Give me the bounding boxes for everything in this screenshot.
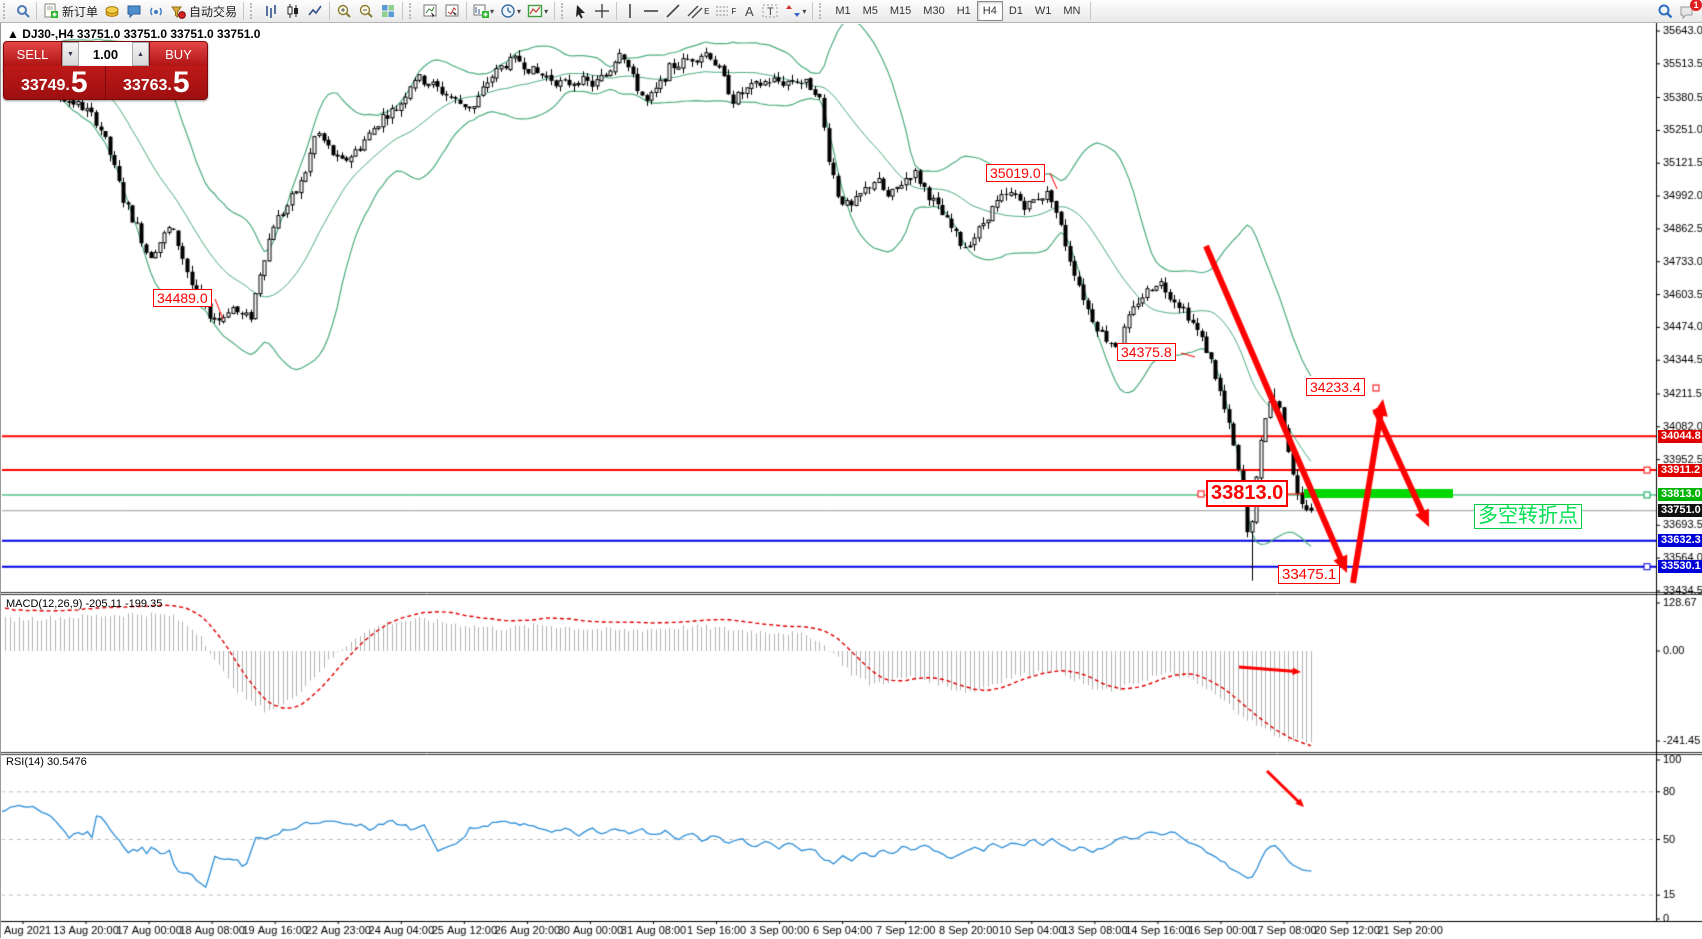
timeframe-button-MN[interactable]: MN	[1063, 5, 1081, 17]
price-chart-canvas[interactable]	[1, 23, 1702, 939]
chart-window-icon[interactable]	[13, 1, 33, 21]
community-icon[interactable]	[123, 1, 145, 21]
new-order-button[interactable]: 新订单	[40, 1, 101, 21]
volume-decrease-button[interactable]: ▼	[62, 42, 79, 66]
timeframe-button-W1[interactable]: W1	[1034, 5, 1052, 17]
crosshair-tool-button[interactable]	[591, 1, 613, 21]
vertical-line-tool[interactable]	[620, 1, 640, 21]
timeframe-button-M30[interactable]: M30	[923, 5, 945, 17]
chart-window: ▲ DJ30-,H4 33751.0 33751.0 33751.0 33751…	[0, 22, 1702, 939]
main-toolbar: 新订单 自动交易 ▾ ▾	[0, 0, 1702, 23]
zoom-in-button[interactable]	[333, 1, 355, 21]
indicators-dropdown[interactable]: ▾	[544, 6, 549, 16]
new-chart-dropdown[interactable]: ▾	[490, 6, 495, 16]
sell-price-main: 33749.	[20, 77, 70, 94]
period-button[interactable]: ▾	[497, 1, 524, 21]
tile-windows-button[interactable]	[377, 1, 399, 21]
timeframe-button-M1[interactable]: M1	[835, 5, 851, 17]
price-label-34375[interactable]: 34375.8	[1117, 343, 1176, 362]
strategy-tester-button[interactable]	[441, 1, 463, 21]
bar-chart-button[interactable]	[260, 1, 282, 21]
symbol-ohlc-text: DJ30-,H4 33751.0 33751.0 33751.0 33751.0	[22, 27, 261, 41]
search-icon[interactable]	[1654, 1, 1676, 21]
price-label-33813[interactable]: 33813.0	[1206, 480, 1289, 507]
volume-input[interactable]	[79, 42, 132, 66]
notification-count-badge: 1	[1690, 0, 1702, 11]
volume-spinner: ▼ ▲	[62, 42, 149, 66]
cursor-tool-button[interactable]	[571, 1, 591, 21]
buy-button[interactable]: BUY	[149, 42, 207, 66]
hline-price-badge: 34044.8	[1658, 429, 1702, 443]
sell-button[interactable]: SELL	[4, 42, 62, 66]
indicators-button[interactable]: ▾	[524, 1, 551, 21]
autotrading-label: 自动交易	[189, 4, 238, 19]
data-window-button[interactable]	[419, 1, 441, 21]
price-label-35019[interactable]: 35019.0	[986, 164, 1045, 183]
rsi-indicator-label: RSI(14) 30.5476	[6, 756, 87, 768]
shapes-dropdown[interactable]: ▾	[802, 6, 807, 16]
volume-increase-button[interactable]: ▲	[132, 42, 149, 66]
one-click-trading-panel: SELL ▼ ▲ BUY 33749.5 33763.5	[3, 41, 208, 100]
timeframe-button-M15[interactable]: M15	[889, 5, 912, 17]
macd-indicator-label: MACD(12,26,9) -205.11 -199.35	[6, 598, 163, 610]
market-icon[interactable]	[101, 1, 123, 21]
new-chart-button[interactable]: ▾	[470, 1, 497, 21]
price-label-33475[interactable]: 33475.1	[1278, 565, 1341, 585]
current-price-badge: 33751.0	[1658, 504, 1702, 518]
new-order-label: 新订单	[62, 4, 99, 19]
turning-point-label[interactable]: 多空转折点	[1474, 504, 1582, 529]
channel-tool[interactable]: E	[684, 1, 712, 21]
sell-price[interactable]: 33749. 5	[4, 66, 106, 99]
timeframe-button-M5[interactable]: M5	[862, 5, 878, 17]
candlestick-chart-button[interactable]	[282, 1, 304, 21]
hline-price-badge: 33632.3	[1658, 534, 1702, 548]
hline-price-badge: 33813.0	[1658, 488, 1702, 502]
trendline-tool[interactable]	[662, 1, 684, 21]
sell-price-pips: 5	[70, 66, 88, 99]
price-label-34233[interactable]: 34233.4	[1306, 378, 1365, 397]
hline-price-badge: 33911.2	[1658, 463, 1702, 477]
zoom-out-button[interactable]	[355, 1, 377, 21]
period-dropdown[interactable]: ▾	[517, 6, 522, 16]
notifications-icon[interactable]: 1	[1676, 0, 1702, 21]
signal-icon[interactable]	[145, 1, 167, 21]
shapes-tool[interactable]: ▾	[782, 1, 809, 21]
svg-text:T: T	[767, 6, 774, 18]
timeframe-button-D1[interactable]: D1	[1008, 5, 1023, 17]
buy-price[interactable]: 33763. 5	[106, 66, 208, 99]
timeframe-group: M1 M5 M15 M30 H1 H4 D1 W1 MN	[829, 1, 1086, 21]
text-tool[interactable]: A	[744, 3, 754, 19]
text-label-tool[interactable]: T	[759, 1, 782, 21]
horizontal-line-tool[interactable]	[640, 1, 662, 21]
hline-price-badge: 33530.1	[1658, 560, 1702, 574]
fibo-letter: F	[731, 6, 737, 16]
toolbar-grip[interactable]	[3, 3, 10, 19]
timeframe-button-H1[interactable]: H1	[956, 5, 971, 17]
autotrading-button[interactable]: 自动交易	[167, 1, 240, 21]
channel-letter: E	[704, 6, 710, 16]
buy-price-main: 33763.	[122, 77, 172, 94]
fibonacci-tool[interactable]: F	[712, 1, 739, 21]
timeframe-button-H4[interactable]: H4	[976, 1, 1003, 21]
buy-price-pips: 5	[172, 66, 190, 99]
symbol-header: ▲ DJ30-,H4 33751.0 33751.0 33751.0 33751…	[7, 27, 260, 41]
price-label-34489[interactable]: 34489.0	[153, 289, 212, 308]
line-chart-button[interactable]	[304, 1, 326, 21]
collapse-arrow-icon[interactable]: ▲	[7, 27, 19, 41]
